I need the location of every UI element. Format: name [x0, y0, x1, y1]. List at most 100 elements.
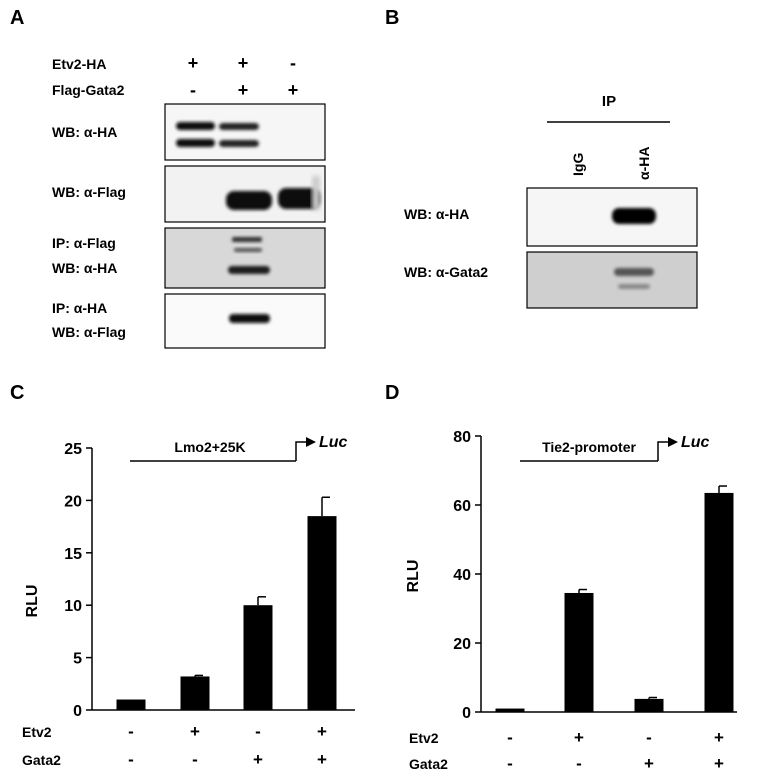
condition-label-flag-gata2: Flag-Gata2 [52, 82, 125, 98]
blot-b1-label: WB: α-HA [404, 206, 469, 222]
y-tick-label: 5 [73, 651, 82, 668]
bar [634, 698, 664, 712]
panel-letter-a: A [10, 7, 24, 29]
y-tick-label: 80 [453, 429, 471, 446]
y-tick-label: 20 [453, 636, 471, 653]
reporter-label-d: Luc [681, 434, 710, 451]
construct-diagram-d: Tie2-promoter Luc [520, 434, 710, 462]
construct-diagram-c: Lmo2+25K Luc [130, 434, 348, 462]
bar [243, 605, 273, 710]
smear [312, 176, 320, 210]
band [219, 123, 259, 130]
panel-b: B IP IgG α-HA WB: α-HA WB: α-Gata2 [385, 7, 698, 309]
condition-label-gata2-d: Gata2 [409, 756, 448, 772]
band [226, 191, 272, 210]
bar [116, 699, 146, 710]
condition-sign: - [128, 750, 134, 769]
panel-letter-d: D [385, 382, 399, 404]
condition-label-etv2-d: Etv2 [409, 730, 439, 746]
panel-a: A Etv2-HA Flag-Gata2 + + - - + + WB: α-H… [10, 7, 326, 349]
band [229, 314, 270, 323]
chart-c-bars [116, 496, 337, 710]
flag-gata2-sign-3: + [288, 80, 299, 100]
band [234, 248, 262, 252]
etv2-ha-sign-2: + [238, 53, 249, 73]
blot-a3-label-ip: IP: α-Flag [52, 235, 116, 251]
blot-a4-membrane [164, 293, 326, 349]
y-tick-label: 10 [64, 598, 82, 615]
blot-b2-label: WB: α-Gata2 [404, 264, 488, 280]
blot-a3-membrane [164, 227, 326, 289]
condition-sign: + [317, 750, 327, 769]
bar [180, 676, 210, 710]
reporter-label-c: Luc [319, 434, 348, 451]
panel-d: D Tie2-promoter Luc RLU 0 20 40 60 80 Etv2 G… [385, 382, 737, 773]
condition-sign: + [714, 754, 724, 773]
bar [495, 708, 525, 712]
y-tick-label: 0 [462, 705, 471, 722]
bar [704, 492, 734, 712]
blot-a4-label-wb: WB: α-Flag [52, 324, 126, 340]
chart-d-axes: 0 20 40 60 80 [453, 429, 737, 722]
blot-b2-membrane [526, 251, 698, 309]
band [228, 266, 270, 274]
bar [564, 592, 594, 712]
construct-label-d: Tie2-promoter [542, 439, 636, 455]
y-tick-label: 20 [64, 493, 82, 510]
y-axis-label-c: RLU [24, 585, 41, 618]
band [278, 188, 320, 209]
y-tick-label: 25 [64, 441, 82, 458]
condition-sign: - [507, 754, 513, 773]
panel-letter-b: B [385, 7, 399, 29]
y-tick-label: 60 [453, 498, 471, 515]
condition-sign: - [507, 728, 513, 747]
blot-a1-membrane [164, 103, 326, 161]
y-tick-label: 40 [453, 567, 471, 584]
chart-c-condition-signs: - - + - - + + + [128, 722, 327, 769]
etv2-ha-sign-1: + [188, 53, 199, 73]
condition-sign: + [317, 722, 327, 741]
blot-a1-label: WB: α-HA [52, 124, 117, 140]
lane-label-anti-ha: α-HA [636, 147, 652, 181]
blot-a2-membrane [164, 165, 326, 223]
condition-sign: - [192, 750, 198, 769]
band [176, 122, 215, 130]
ip-label: IP [602, 93, 616, 110]
flag-gata2-sign-2: + [238, 80, 249, 100]
bar [307, 516, 337, 710]
construct-label-c: Lmo2+25K [174, 439, 245, 455]
condition-sign: - [255, 722, 261, 741]
condition-label-gata2-c: Gata2 [22, 752, 61, 768]
condition-sign: - [646, 728, 652, 747]
panel-letter-c: C [10, 382, 24, 404]
condition-label-etv2-c: Etv2 [22, 724, 52, 740]
condition-sign: - [576, 754, 582, 773]
flag-gata2-sign-1: - [190, 80, 196, 100]
y-tick-label: 0 [73, 703, 82, 720]
band [232, 237, 262, 242]
condition-sign: + [190, 722, 200, 741]
lane-label-igg: IgG [570, 153, 586, 176]
y-tick-label: 15 [64, 546, 82, 563]
chart-d-bars [495, 485, 734, 712]
y-axis-label-d: RLU [405, 560, 422, 593]
condition-sign: + [574, 728, 584, 747]
panel-c: C Lmo2+25K Luc RLU 0 5 10 15 20 25 Etv2 Gata2… [10, 382, 355, 769]
band [614, 268, 654, 276]
blot-b1-membrane [526, 187, 698, 247]
band [618, 284, 650, 289]
etv2-ha-sign-3: - [290, 53, 296, 73]
blot-a4-label-ip: IP: α-HA [52, 300, 107, 316]
band [612, 208, 656, 224]
condition-sign: + [714, 728, 724, 747]
band [176, 139, 215, 147]
condition-sign: + [644, 754, 654, 773]
condition-sign: - [128, 722, 134, 741]
condition-sign: + [253, 750, 263, 769]
chart-d-condition-signs: - - + - - + + + [507, 728, 724, 773]
blot-a3-label-wb: WB: α-HA [52, 260, 117, 276]
band [219, 140, 259, 147]
blot-a2-label: WB: α-Flag [52, 184, 126, 200]
condition-label-etv2-ha: Etv2-HA [52, 56, 106, 72]
